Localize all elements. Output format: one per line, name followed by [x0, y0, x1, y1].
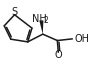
- Text: NH: NH: [32, 14, 46, 24]
- Text: OH: OH: [74, 34, 89, 44]
- Text: S: S: [12, 7, 18, 17]
- Text: 2: 2: [43, 16, 48, 25]
- Text: O: O: [55, 50, 62, 60]
- Polygon shape: [39, 20, 43, 34]
